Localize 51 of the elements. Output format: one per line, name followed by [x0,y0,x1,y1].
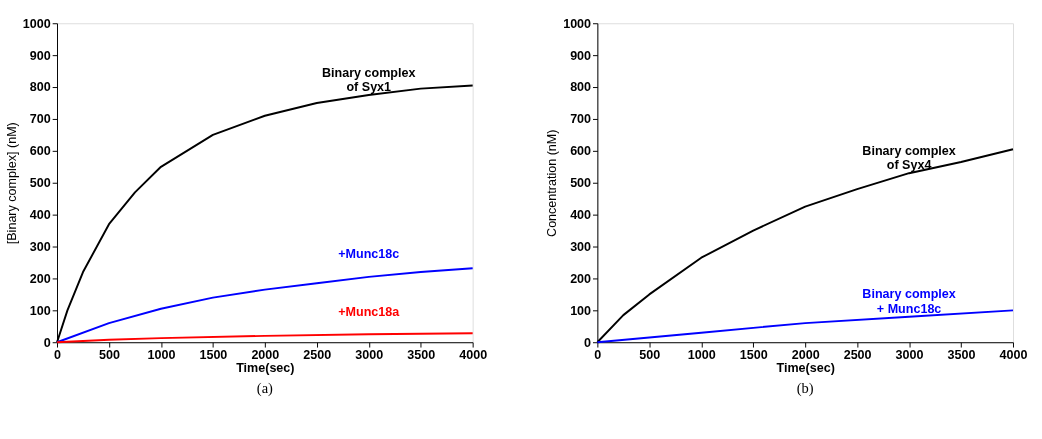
y-tick-label: 700 [29,112,51,127]
x-axis-title: Time(sec) [776,360,835,375]
x-tick-label: 4000 [999,348,1028,363]
x-tick-label: 2500 [843,348,872,363]
y-tick-label: 400 [29,208,51,222]
text: (a) [256,380,274,398]
y-tick-label: 400 [570,208,592,222]
x-axis-title: Time(sec) [236,360,295,375]
x-tick-label: 2500 [303,348,332,363]
x-tick-label: 500 [99,348,120,363]
y-tick-label: 200 [29,271,51,286]
series-label: Binary complex of Syx1 [322,65,416,95]
x-tick-label: 1000 [687,348,716,363]
series-label: Binary complex + Munc18c [862,287,956,316]
x-tick-label: 2000 [251,348,280,363]
y-tick-label: 0 [43,335,51,350]
y-tick-label: 100 [29,303,51,318]
series-label: +Munc18c [338,247,400,262]
y-tick-label: 300 [29,239,51,254]
y-tick-label: 900 [29,48,51,63]
y-axis-title: Concentration (nM) [545,129,560,237]
y-tick-label: 600 [29,144,51,159]
x-tick-label: 500 [639,348,661,363]
x-tick-label: 0 [54,348,62,363]
y-tick-label: 1000 [22,16,51,31]
y-tick-label: 500 [29,176,51,191]
x-tick-label: 3000 [355,348,384,363]
x-tick-label: 1500 [199,348,228,363]
series-label: Binary complex of Syx4 [862,143,956,173]
x-tick-label: 2000 [791,348,820,363]
text: (b) [796,380,814,398]
y-tick-label: 500 [570,176,592,191]
x-tick-label: 3000 [895,348,924,363]
x-tick-label: 1500 [739,348,768,363]
y-tick-label: 300 [570,239,592,254]
y-tick-label: 100 [570,303,592,318]
y-tick-label: 800 [29,80,51,95]
y-tick-label: 1000 [563,16,592,31]
series-label: +Munc18a [338,304,401,319]
y-axis-title: [Binary complex] (nM) [5,122,20,245]
y-tick-label: 0 [584,335,592,350]
y-tick-label: 700 [570,112,592,127]
x-tick-label: 0 [594,348,602,363]
x-tick-label: 1000 [147,348,176,363]
y-tick-label: 900 [570,48,592,63]
x-tick-label: 3500 [407,348,436,363]
y-tick-label: 200 [570,271,592,286]
x-tick-label: 3500 [947,348,976,363]
y-tick-label: 600 [570,144,592,159]
y-tick-label: 800 [570,80,592,95]
x-tick-label: 4000 [459,348,488,363]
